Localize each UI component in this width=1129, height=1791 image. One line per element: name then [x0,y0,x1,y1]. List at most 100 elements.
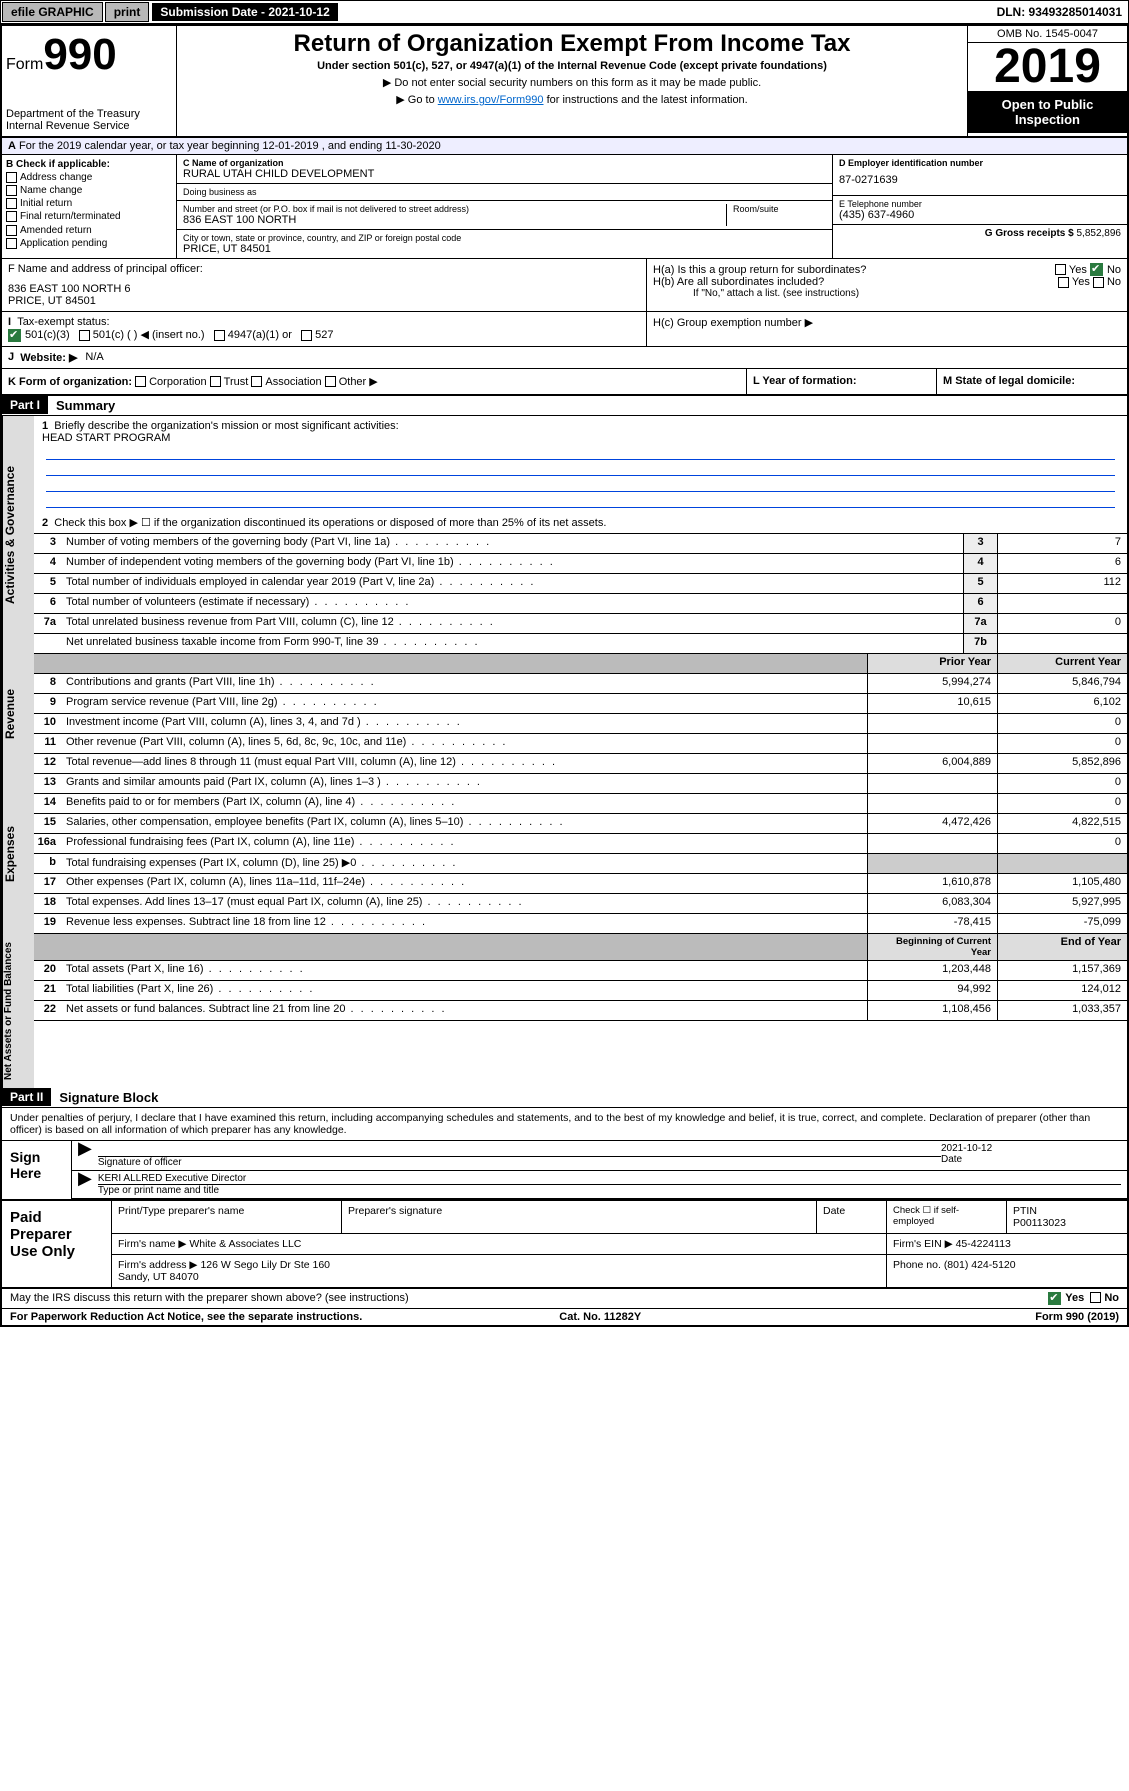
vtab-expenses: Expenses [2,774,34,934]
link-hint: ▶ Go to www.irs.gov/Form990 for instruct… [181,93,963,106]
col-prior: Prior Year [867,654,997,673]
phone: (435) 637-4960 [839,209,1121,221]
print-btn[interactable]: print [105,2,150,22]
firm-ein: 45-4224113 [956,1238,1011,1250]
prior-value: 4,472,426 [867,814,997,833]
current-value: 0 [997,774,1127,793]
officer-address: 836 EAST 100 NORTH 6 PRICE, UT 84501 [8,283,640,307]
prior-value [867,794,997,813]
arrow-icon: ▶ [78,1173,92,1196]
prior-value: 6,083,304 [867,894,997,913]
current-value: 1,157,369 [997,961,1127,980]
chk-final[interactable] [6,211,17,222]
org-city: PRICE, UT 84501 [183,243,826,255]
chk-527[interactable] [301,330,312,341]
chk-corp[interactable] [135,376,146,387]
current-value: 0 [997,834,1127,853]
chk-assoc[interactable] [251,376,262,387]
prior-value: 10,615 [867,694,997,713]
discuss-yes[interactable] [1048,1292,1061,1305]
ha-no[interactable] [1090,263,1103,276]
line-value [997,634,1127,653]
firm-phone: (801) 424-5120 [944,1259,1016,1271]
part1-title: Summary [48,396,123,415]
ha-yes[interactable] [1055,264,1066,275]
prior-value: -78,415 [867,914,997,933]
discuss-no[interactable] [1090,1292,1101,1303]
vtab-revenue: Revenue [2,654,34,774]
sign-date: 2021-10-12 [941,1143,1121,1154]
prior-value: 1,108,456 [867,1001,997,1020]
arrow-icon: ▶ [78,1143,92,1168]
col-current: Current Year [997,654,1127,673]
chk-name[interactable] [6,185,17,196]
sign-here-label: Sign Here [2,1141,72,1199]
dln: DLN: 93493285014031 [997,5,1128,19]
open-public-badge: Open to Public Inspection [968,91,1127,133]
part2-title: Signature Block [51,1088,166,1107]
chk-other[interactable] [325,376,336,387]
irs-link[interactable]: www.irs.gov/Form990 [438,94,544,106]
part1-header: Part I [2,396,48,414]
part2-header: Part II [2,1088,51,1106]
chk-501c[interactable] [79,330,90,341]
tax-year: 2019 [968,43,1127,91]
line-value: 6 [997,554,1127,573]
prior-value [867,834,997,853]
form-label: Form [6,56,43,73]
website-value: N/A [85,351,103,364]
form-subtitle: Under section 501(c), 527, or 4947(a)(1)… [181,60,963,72]
chk-address[interactable] [6,172,17,183]
prior-value [867,774,997,793]
hb-no[interactable] [1093,277,1104,288]
perjury-text: Under penalties of perjury, I declare th… [2,1108,1127,1141]
efile-btn[interactable]: efile GRAPHIC [2,2,103,22]
paid-preparer-label: Paid Preparer Use Only [2,1201,112,1287]
current-value: 5,846,794 [997,674,1127,693]
cat-number: Cat. No. 11282Y [559,1311,641,1323]
prior-value: 6,004,889 [867,754,997,773]
current-value: 124,012 [997,981,1127,1000]
current-value: 0 [997,794,1127,813]
org-address: 836 EAST 100 NORTH [183,214,726,226]
current-value: 5,927,995 [997,894,1127,913]
prior-value: 1,203,448 [867,961,997,980]
prior-value: 1,610,878 [867,874,997,893]
current-value: 6,102 [997,694,1127,713]
prior-value [867,734,997,753]
line-value: 112 [997,574,1127,593]
vtab-net: Net Assets or Fund Balances [2,934,34,1088]
prior-value: 94,992 [867,981,997,1000]
submission-date: Submission Date - 2021-10-12 [152,3,337,21]
line-value [997,594,1127,613]
checkbox-column: B Check if applicable: Address change Na… [2,155,177,258]
current-value: 0 [997,714,1127,733]
hb-yes[interactable] [1058,277,1069,288]
form-footer: Form 990 (2019) [1035,1311,1119,1323]
current-value: 1,105,480 [997,874,1127,893]
prior-value: 5,994,274 [867,674,997,693]
chk-4947[interactable] [214,330,225,341]
prior-value [867,714,997,733]
current-value: 1,033,357 [997,1001,1127,1020]
form-title: Return of Organization Exempt From Incom… [181,30,963,58]
ssn-hint: ▶ Do not enter social security numbers o… [181,76,963,89]
line-value: 7 [997,534,1127,553]
chk-pending[interactable] [6,238,17,249]
chk-501c3[interactable] [8,329,21,342]
current-value: 4,822,515 [997,814,1127,833]
chk-initial[interactable] [6,198,17,209]
current-value: 5,852,896 [997,754,1127,773]
tax-period: A For the 2019 calendar year, or tax yea… [2,138,1127,155]
org-name: RURAL UTAH CHILD DEVELOPMENT [183,168,826,180]
vtab-governance: Activities & Governance [2,416,34,654]
firm-name: White & Associates LLC [189,1238,301,1250]
form-number: 990 [43,30,116,79]
line-value: 0 [997,614,1127,633]
current-value: 0 [997,734,1127,753]
chk-trust[interactable] [210,376,221,387]
chk-amended[interactable] [6,225,17,236]
ptin: P00113023 [1013,1217,1066,1229]
top-toolbar: efile GRAPHIC print Submission Date - 20… [0,0,1129,24]
website-row: J Website: ▶ N/A [2,347,1127,369]
